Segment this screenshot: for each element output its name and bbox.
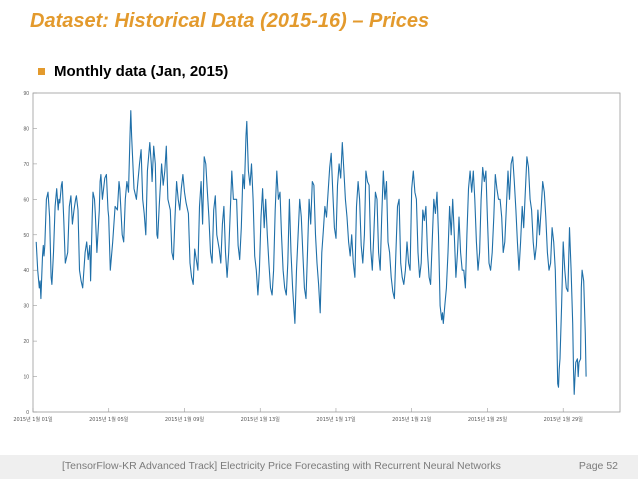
y-tick-label: 30 bbox=[23, 304, 29, 310]
y-tick-label: 10 bbox=[23, 375, 29, 381]
footer-text: [TensorFlow-KR Advanced Track] Electrici… bbox=[62, 460, 501, 472]
footer-bar: [TensorFlow-KR Advanced Track] Electrici… bbox=[0, 455, 638, 479]
page-number: Page 52 bbox=[578, 460, 618, 472]
bullet-text: Monthly data (Jan, 2015) bbox=[54, 63, 229, 80]
price-series-line bbox=[35, 110, 587, 395]
x-tick-label: 2015년 1월 25일 bbox=[468, 416, 508, 423]
y-tick-label: 40 bbox=[23, 268, 29, 274]
y-tick-label: 0 bbox=[26, 410, 29, 416]
x-axis: 2015년 1월 01일 2015년 1월 05일 2015년 1월 09일 2015… bbox=[13, 408, 583, 423]
x-tick-label: 2015년 1월 05일 bbox=[89, 416, 129, 423]
x-tick-label: 2015년 1월 17일 bbox=[316, 416, 356, 423]
y-tick-label: 60 bbox=[23, 197, 29, 203]
x-tick-label: 2015년 1월 13일 bbox=[241, 416, 281, 423]
plot-area-frame bbox=[32, 92, 621, 413]
price-line-chart: 2015년 1월 01일 2015년 1월 05일 2015년 1월 09일 2015… bbox=[13, 91, 621, 423]
x-tick-label: 2015년 1월 29일 bbox=[544, 416, 584, 423]
x-tick-label: 2015년 1월 09일 bbox=[165, 416, 205, 423]
x-tick-label: 2015년 1월 21일 bbox=[392, 416, 432, 423]
slide-title: Dataset: Historical Data (2015-16) – Pri… bbox=[30, 10, 430, 32]
bullet-item: Monthly data (Jan, 2015) bbox=[38, 63, 228, 80]
square-bullet-icon bbox=[38, 68, 45, 75]
x-tick-label: 2015년 1월 01일 bbox=[13, 416, 53, 423]
y-tick-label: 70 bbox=[23, 162, 29, 168]
y-axis: 0 10 20 30 40 50 60 70 80 90 bbox=[23, 91, 37, 416]
y-tick-label: 20 bbox=[23, 339, 29, 345]
y-tick-label: 50 bbox=[23, 233, 29, 239]
y-tick-label: 80 bbox=[23, 126, 29, 132]
y-tick-label: 90 bbox=[23, 91, 29, 97]
